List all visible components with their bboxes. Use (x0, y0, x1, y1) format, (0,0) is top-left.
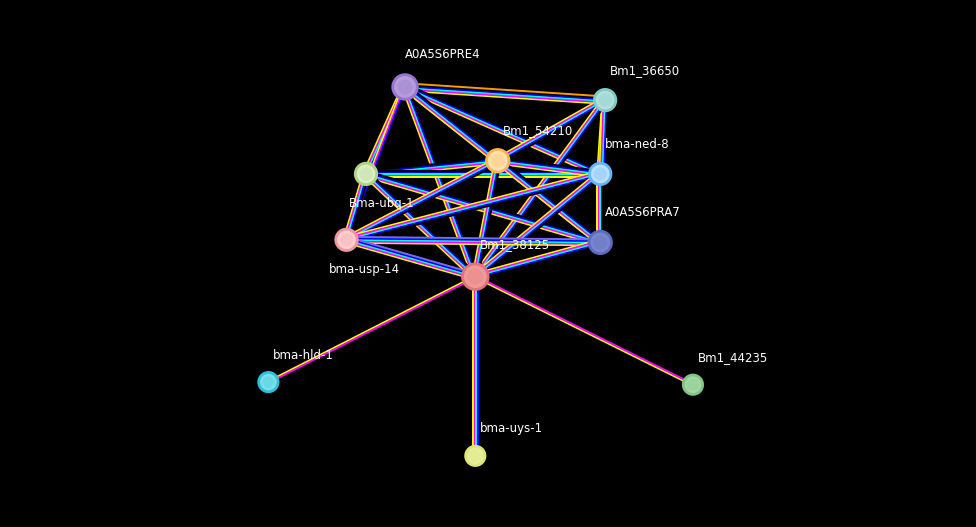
Text: Bm1_36650: Bm1_36650 (610, 64, 680, 77)
Circle shape (487, 150, 508, 171)
Circle shape (359, 168, 373, 180)
Circle shape (260, 373, 277, 391)
Circle shape (335, 228, 358, 252)
Circle shape (467, 447, 484, 465)
Circle shape (340, 233, 353, 246)
Circle shape (461, 262, 490, 291)
Circle shape (258, 371, 279, 393)
Text: bma-usp-14: bma-usp-14 (329, 263, 400, 276)
Text: Bma-ubq-1: Bma-ubq-1 (348, 197, 414, 210)
Circle shape (397, 80, 413, 94)
Circle shape (337, 230, 356, 250)
Circle shape (485, 148, 510, 173)
Circle shape (593, 168, 607, 180)
Text: bma-uys-1: bma-uys-1 (480, 422, 544, 435)
Text: bma-ned-8: bma-ned-8 (605, 138, 670, 151)
Circle shape (590, 232, 611, 253)
Circle shape (593, 236, 607, 249)
Circle shape (468, 269, 483, 285)
Circle shape (465, 445, 486, 467)
Circle shape (393, 75, 417, 99)
Circle shape (354, 162, 378, 186)
Circle shape (588, 230, 613, 255)
Circle shape (593, 88, 617, 112)
Circle shape (589, 162, 612, 186)
Circle shape (590, 164, 610, 184)
Text: A0A5S6PRA7: A0A5S6PRA7 (605, 206, 681, 219)
Text: bma-hld-1: bma-hld-1 (273, 348, 334, 362)
Circle shape (598, 94, 612, 106)
Text: Bm1_54210: Bm1_54210 (503, 124, 573, 137)
Text: A0A5S6PRE4: A0A5S6PRE4 (405, 47, 480, 61)
Circle shape (356, 164, 376, 184)
Circle shape (391, 73, 419, 101)
Circle shape (687, 379, 699, 391)
Circle shape (682, 374, 704, 396)
Circle shape (491, 154, 505, 168)
Text: Bm1_44235: Bm1_44235 (698, 351, 768, 364)
Text: Bm1_38125: Bm1_38125 (480, 238, 550, 251)
Circle shape (464, 265, 487, 289)
Circle shape (595, 90, 615, 110)
Circle shape (263, 376, 274, 388)
Circle shape (684, 376, 702, 394)
Circle shape (469, 450, 481, 462)
